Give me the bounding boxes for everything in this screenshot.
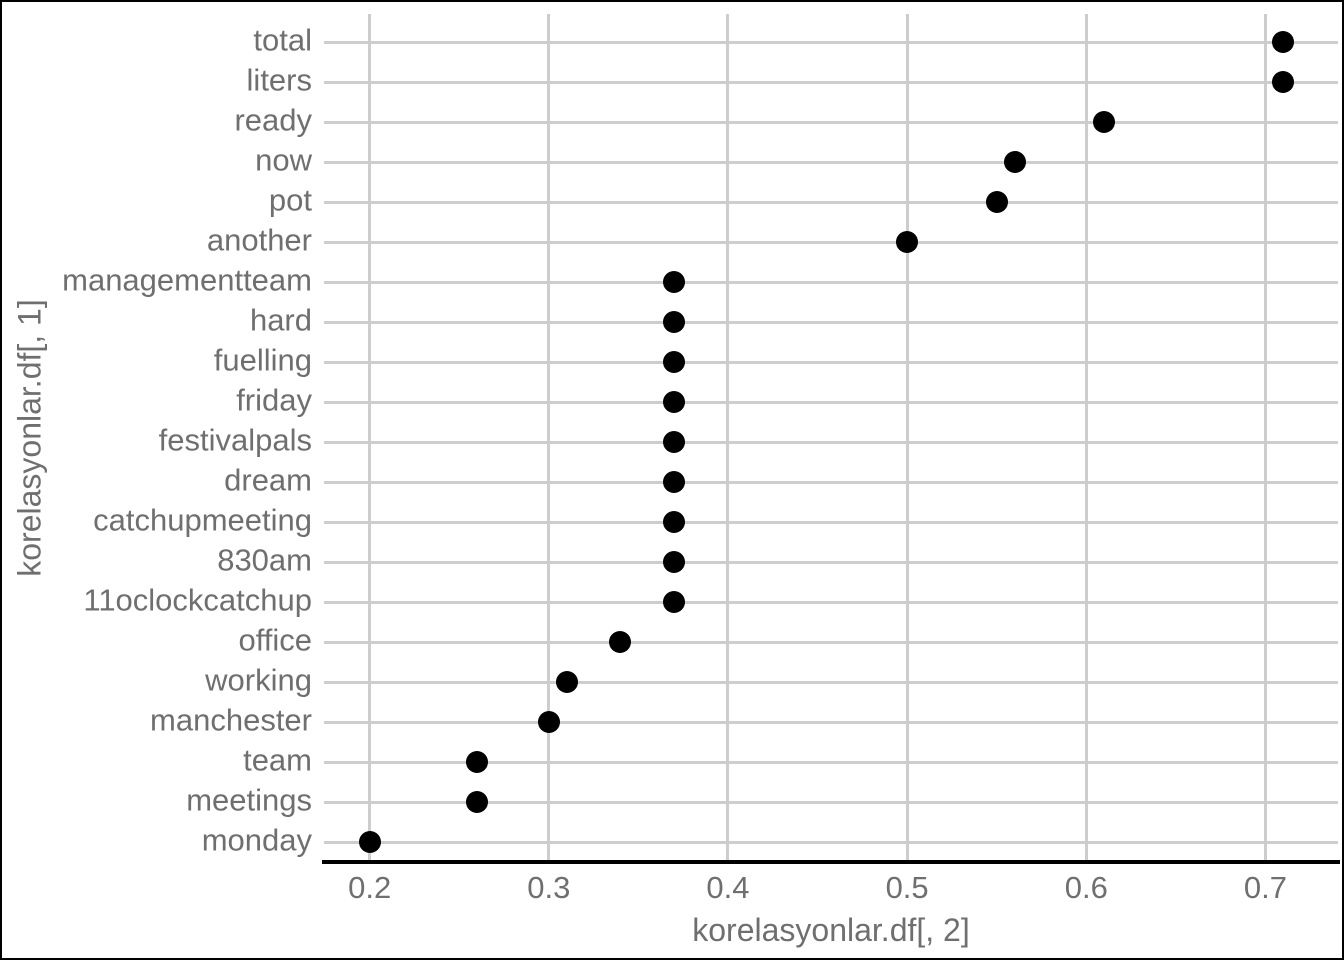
x-tick-label: 0.4: [706, 870, 750, 905]
y-gridline: [324, 200, 1338, 204]
data-point: [896, 231, 919, 253]
data-point: [663, 311, 686, 333]
data-point: [663, 271, 686, 293]
y-tick-label: fuelling: [213, 342, 312, 378]
y-tick-label: managementteam: [62, 262, 312, 298]
data-point: [555, 671, 578, 693]
y-tick-label: 830am: [217, 542, 312, 578]
data-point: [358, 831, 381, 853]
x-gridline: [1263, 14, 1267, 862]
data-point: [663, 551, 686, 573]
y-tick-label: meetings: [186, 782, 312, 818]
y-gridline: [324, 560, 1338, 564]
x-axis-title: korelasyonlar.df[, 2]: [692, 912, 970, 948]
y-axis-title: korelasyonlar.df[, 1]: [11, 299, 48, 577]
data-point: [663, 591, 686, 613]
y-tick-label: pot: [268, 182, 312, 218]
y-tick-label: another: [206, 222, 312, 258]
y-tick-label: dream: [224, 462, 312, 498]
y-gridline: [324, 320, 1338, 324]
x-gridline: [905, 14, 909, 862]
data-point: [466, 751, 489, 773]
data-point: [1093, 111, 1116, 133]
data-point: [663, 391, 686, 413]
y-tick-label: monday: [201, 822, 312, 858]
data-point: [609, 631, 632, 653]
x-tick-label: 0.5: [885, 870, 929, 905]
data-point: [466, 791, 489, 813]
y-gridline: [324, 600, 1338, 604]
data-point: [1003, 151, 1026, 173]
y-gridline: [324, 480, 1338, 484]
y-tick-label: catchupmeeting: [93, 502, 312, 538]
data-point: [537, 711, 560, 733]
data-point: [663, 431, 686, 453]
y-gridline: [324, 280, 1338, 284]
data-point: [1272, 31, 1295, 53]
data-point: [663, 351, 686, 373]
y-tick-label: ready: [234, 102, 312, 138]
x-tick-label: 0.2: [348, 870, 392, 905]
data-point: [985, 191, 1008, 213]
x-gridline: [726, 14, 730, 862]
x-tick-label: 0.3: [527, 870, 571, 905]
y-gridline: [324, 680, 1338, 684]
y-gridline: [324, 240, 1338, 244]
y-tick-label: hard: [249, 302, 312, 338]
data-point: [1272, 71, 1295, 93]
y-gridline: [324, 360, 1338, 364]
y-tick-label: office: [238, 622, 312, 658]
y-tick-label: now: [255, 142, 312, 178]
x-axis-line: [322, 860, 1340, 864]
x-gridline: [547, 14, 551, 862]
y-gridline: [324, 80, 1338, 84]
y-gridline: [324, 760, 1338, 764]
y-gridline: [324, 640, 1338, 644]
y-gridline: [324, 840, 1338, 844]
y-gridline: [324, 40, 1338, 44]
y-tick-label: 11oclockcatchup: [83, 582, 312, 618]
y-gridline: [324, 520, 1338, 524]
x-gridline: [368, 14, 372, 862]
y-tick-label: team: [243, 742, 312, 778]
y-gridline: [324, 440, 1338, 444]
y-tick-label: liters: [246, 62, 312, 98]
y-gridline: [324, 120, 1338, 124]
y-tick-label: working: [205, 662, 312, 698]
data-point: [663, 471, 686, 493]
y-gridline: [324, 160, 1338, 164]
y-tick-label: manchester: [150, 702, 312, 738]
y-tick-label: festivalpals: [158, 422, 312, 458]
y-tick-label: total: [253, 22, 312, 58]
y-gridline: [324, 400, 1338, 404]
data-point: [663, 511, 686, 533]
y-tick-label: friday: [236, 382, 312, 418]
x-tick-label: 0.7: [1243, 870, 1287, 905]
x-gridline: [1084, 14, 1088, 862]
x-tick-label: 0.6: [1064, 870, 1108, 905]
y-gridline: [324, 720, 1338, 724]
y-gridline: [324, 800, 1338, 804]
